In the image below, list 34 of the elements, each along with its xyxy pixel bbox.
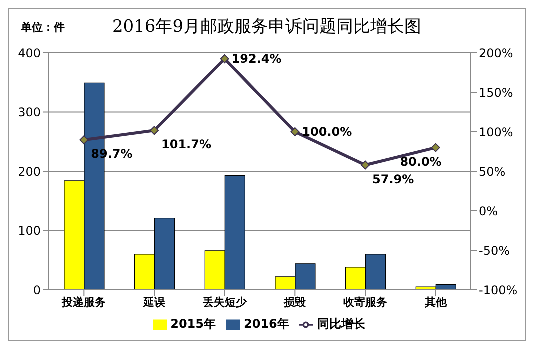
legend-label: 同比增长 — [317, 317, 366, 331]
data-label: 101.7% — [162, 138, 212, 152]
data-label: 192.4% — [232, 52, 282, 66]
chart-title: 2016年9月邮政服务申诉问题同比增长图 — [112, 17, 422, 37]
y2-tick-label: -100% — [479, 283, 518, 298]
y2-tick-label: 100% — [479, 125, 514, 140]
y2-tick-label: 50% — [479, 164, 506, 179]
y-tick-label: 300 — [18, 106, 41, 120]
text: 单位：件 — [21, 20, 65, 35]
y2-tick-label: 0% — [479, 204, 498, 218]
point — [220, 54, 230, 64]
y-tick-label: 200 — [18, 164, 41, 179]
x-tick-label: 收寄服务 — [344, 296, 388, 309]
point — [80, 136, 89, 145]
x-tick-label: 其他 — [424, 296, 448, 309]
data-label: 80.0% — [400, 154, 442, 169]
point — [150, 126, 159, 136]
x-tick-label: 损毁 — [283, 296, 308, 309]
y2-tick-label: 200% — [479, 46, 514, 60]
point — [290, 128, 300, 136]
x-tick-label: 丢失短少 — [202, 296, 248, 309]
y-tick-label: 0 — [33, 283, 41, 298]
y-tick-label: 100 — [18, 224, 41, 238]
data-label: 57.9% — [372, 172, 414, 186]
data-label: 100.0% — [302, 125, 352, 139]
legend-label: 2015年 — [170, 317, 216, 331]
legend-label: 2016年 — [244, 317, 290, 331]
x-tick-label: 延误 — [142, 296, 166, 309]
y2-tick-label: 150% — [479, 86, 514, 100]
point — [431, 143, 440, 152]
x-tick-label: 投递服务 — [61, 296, 106, 309]
point — [361, 160, 370, 170]
y-tick-label: 400 — [18, 46, 41, 60]
y2-tick-label: -50% — [479, 244, 510, 258]
